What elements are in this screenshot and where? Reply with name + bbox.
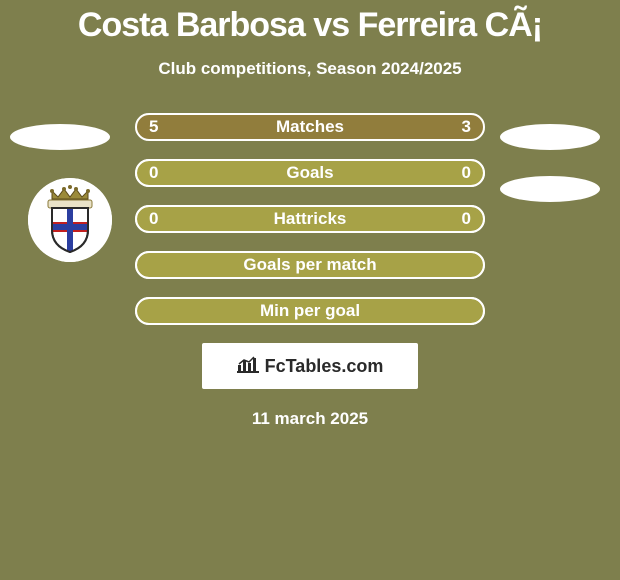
bar-chart-icon: [237, 355, 259, 378]
stat-right-value: 0: [462, 205, 471, 233]
stat-row-gpm: Goals per match: [135, 251, 485, 279]
fctables-badge: FcTables.com: [202, 343, 418, 389]
stat-row-hattricks: 0 Hattricks 0: [135, 205, 485, 233]
page-subtitle: Club competitions, Season 2024/2025: [0, 59, 620, 79]
stat-metric-label: Min per goal: [135, 297, 485, 325]
date-label: 11 march 2025: [0, 409, 620, 429]
fctables-label: FcTables.com: [265, 356, 384, 377]
player2-logo-pill-1: [500, 124, 600, 150]
stat-row-matches: 5 Matches 3: [135, 113, 485, 141]
stat-metric-label: Goals: [135, 159, 485, 187]
page-title: Costa Barbosa vs Ferreira CÃ¡: [0, 0, 620, 45]
stat-metric-label: Matches: [135, 113, 485, 141]
stat-row-goals: 0 Goals 0: [135, 159, 485, 187]
stat-row-mpg: Min per goal: [135, 297, 485, 325]
stat-right-value: 0: [462, 159, 471, 187]
stat-metric-label: Goals per match: [135, 251, 485, 279]
player1-logo-pill: [10, 124, 110, 150]
stat-right-value: 3: [462, 113, 471, 141]
stat-metric-label: Hattricks: [135, 205, 485, 233]
club-badge: [28, 178, 112, 262]
player2-logo-pill-2: [500, 176, 600, 202]
